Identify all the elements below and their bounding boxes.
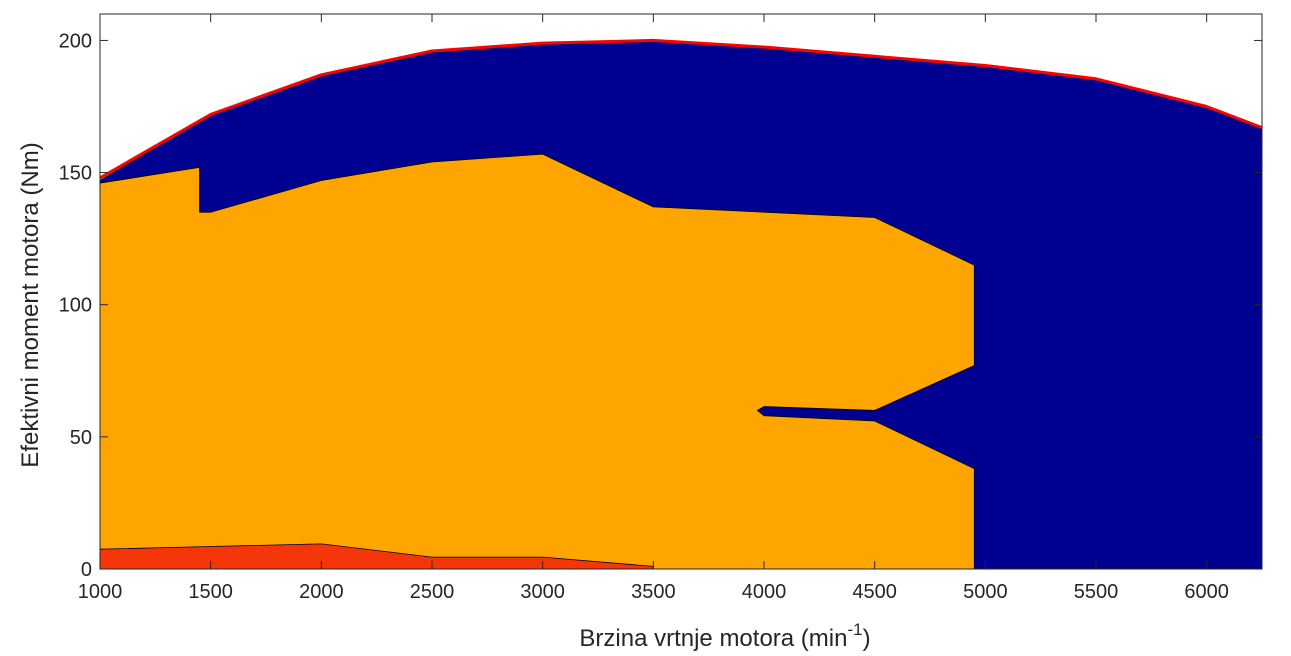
x-tick-label: 6000: [1184, 581, 1229, 603]
x-tick-label: 1500: [188, 581, 233, 603]
axes-frame: [99, 13, 1263, 570]
y-tick-label: 200: [59, 30, 92, 52]
x-tick-label: 4000: [742, 581, 787, 603]
y-axis-ticks: 0 50 100 150 200: [59, 30, 1262, 581]
chart-regions: [99, 39, 1263, 570]
y-tick-label: 100: [59, 295, 92, 317]
region-2: [99, 153, 975, 570]
y-tick-label: 50: [70, 427, 92, 449]
x-tick-label: 1000: [78, 581, 123, 603]
x-axis-title-superscript: -1: [847, 620, 862, 639]
x-axis-ticks: 1000 1500 2000 2500 3000 3500 4000 4500 5000 5500…: [78, 14, 1229, 603]
x-tick-label: 2500: [410, 581, 455, 603]
x-tick-label: 4500: [852, 581, 897, 603]
x-axis-title-suffix: ): [863, 625, 871, 652]
x-tick-label: 3500: [631, 581, 676, 603]
x-tick-label: 5500: [1074, 581, 1119, 603]
axes-box: [99, 13, 1263, 570]
x-tick-label: 3000: [520, 581, 565, 603]
y-tick-label: 0: [81, 559, 92, 581]
x-tick-label: 5000: [963, 581, 1008, 603]
y-axis-title: Efektivni moment motora (Nm): [17, 142, 44, 467]
x-axis-title: Brzina vrtnje motora (min-1): [579, 620, 870, 652]
x-tick-label: 2000: [299, 581, 344, 603]
envelope-line: [99, 38, 1263, 180]
x-axis-title-main: Brzina vrtnje motora (min: [579, 625, 847, 652]
max-torque-envelope: [99, 38, 1263, 180]
y-tick-label: 150: [59, 163, 92, 185]
